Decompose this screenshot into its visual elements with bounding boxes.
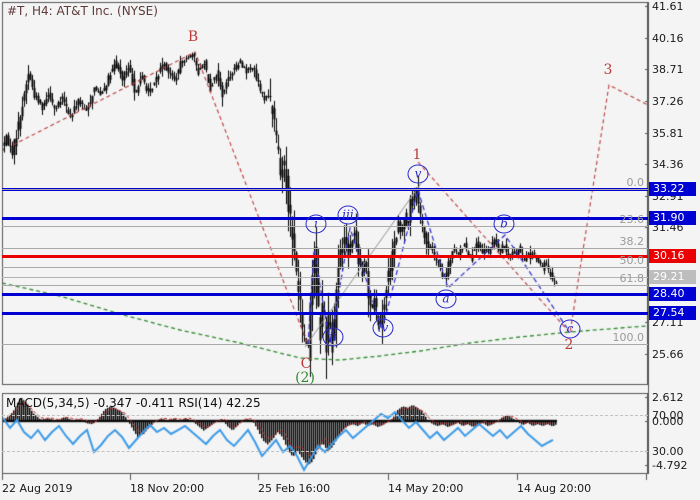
price-axis-tick: 25.66 — [652, 348, 684, 362]
rsi-guide-line — [2, 415, 648, 416]
price-axis-tick: 37.26 — [652, 94, 684, 108]
price-badge: 31.90 — [649, 210, 696, 225]
time-axis-label: 22 Aug 2019 — [2, 482, 73, 495]
price-level-line — [2, 293, 648, 297]
wave-circle-label: a — [435, 289, 457, 309]
fib-level-line — [2, 248, 648, 250]
indicator-axis-tick: -4.792 — [652, 459, 688, 473]
time-axis-label: 14 May 20:00 — [388, 482, 464, 495]
indicator-axis-tick: 0.000 — [652, 415, 684, 428]
price-axis-tick: 38.71 — [652, 63, 684, 77]
rsi-guide-line — [2, 451, 648, 452]
fib-level-label: 23.6 — [619, 212, 645, 226]
price-level-line — [2, 276, 648, 278]
fib-level-label: 100.0 — [612, 331, 645, 345]
price-axis-tick: 35.81 — [652, 126, 684, 140]
wave-circle-label: i — [305, 214, 327, 234]
time-axis-label: 18 Nov 20:00 — [130, 482, 205, 495]
fib-level-line — [2, 284, 648, 286]
price-axis-tick: 40.16 — [652, 31, 684, 45]
wave-circle-label: iii — [337, 205, 359, 225]
price-badge: 30.16 — [649, 248, 696, 263]
price-badge: 28.40 — [649, 287, 696, 302]
time-axis-label: 14 Aug 20:00 — [517, 482, 592, 495]
wave-circle-label: b — [493, 214, 515, 234]
wave-circle-label: iv — [372, 318, 394, 338]
wave-circle-label: v — [407, 164, 429, 184]
fib-level-label: 0.0 — [626, 176, 645, 190]
wave-label: B — [187, 29, 199, 45]
price-badge: 33.22 — [649, 182, 696, 197]
price-level-line — [2, 312, 648, 315]
fib-level-label: 61.8 — [619, 271, 645, 285]
fib-level-label: 50.0 — [619, 253, 645, 267]
wave-circle-label: c — [559, 319, 581, 339]
wave-label: 2 — [564, 337, 574, 353]
indicator-label: MACD(5,34,5) -0.347 -0.411 RSI(14) 42.25 — [6, 396, 261, 410]
wave-circle-label: ii — [322, 327, 344, 347]
price-badge: 29.21 — [649, 269, 696, 284]
wave-label: C — [300, 356, 312, 372]
indicator-axis-tick: 2.612 — [652, 390, 684, 404]
price-badge: 27.54 — [649, 306, 696, 320]
price-level-line — [2, 254, 648, 258]
fib-level-line — [2, 189, 648, 191]
price-axis-tick: 34.36 — [652, 158, 684, 172]
wave-label: 3 — [603, 62, 613, 78]
fib-level-label: 38.2 — [619, 235, 645, 249]
wave-label: (2) — [295, 370, 315, 386]
chart-title: #T, H4: AT&T Inc. (NYSE) — [7, 4, 158, 18]
wave-label: 1 — [412, 147, 422, 163]
fib-level-line — [2, 266, 648, 268]
time-axis-label: 25 Feb 16:00 — [258, 482, 331, 495]
indicator-axis-tick: 70.00 — [652, 409, 684, 422]
indicator-axis-tick: 30.00 — [652, 445, 684, 458]
fib-level-line — [2, 344, 648, 346]
price-axis-tick: 41.61 — [652, 0, 684, 13]
